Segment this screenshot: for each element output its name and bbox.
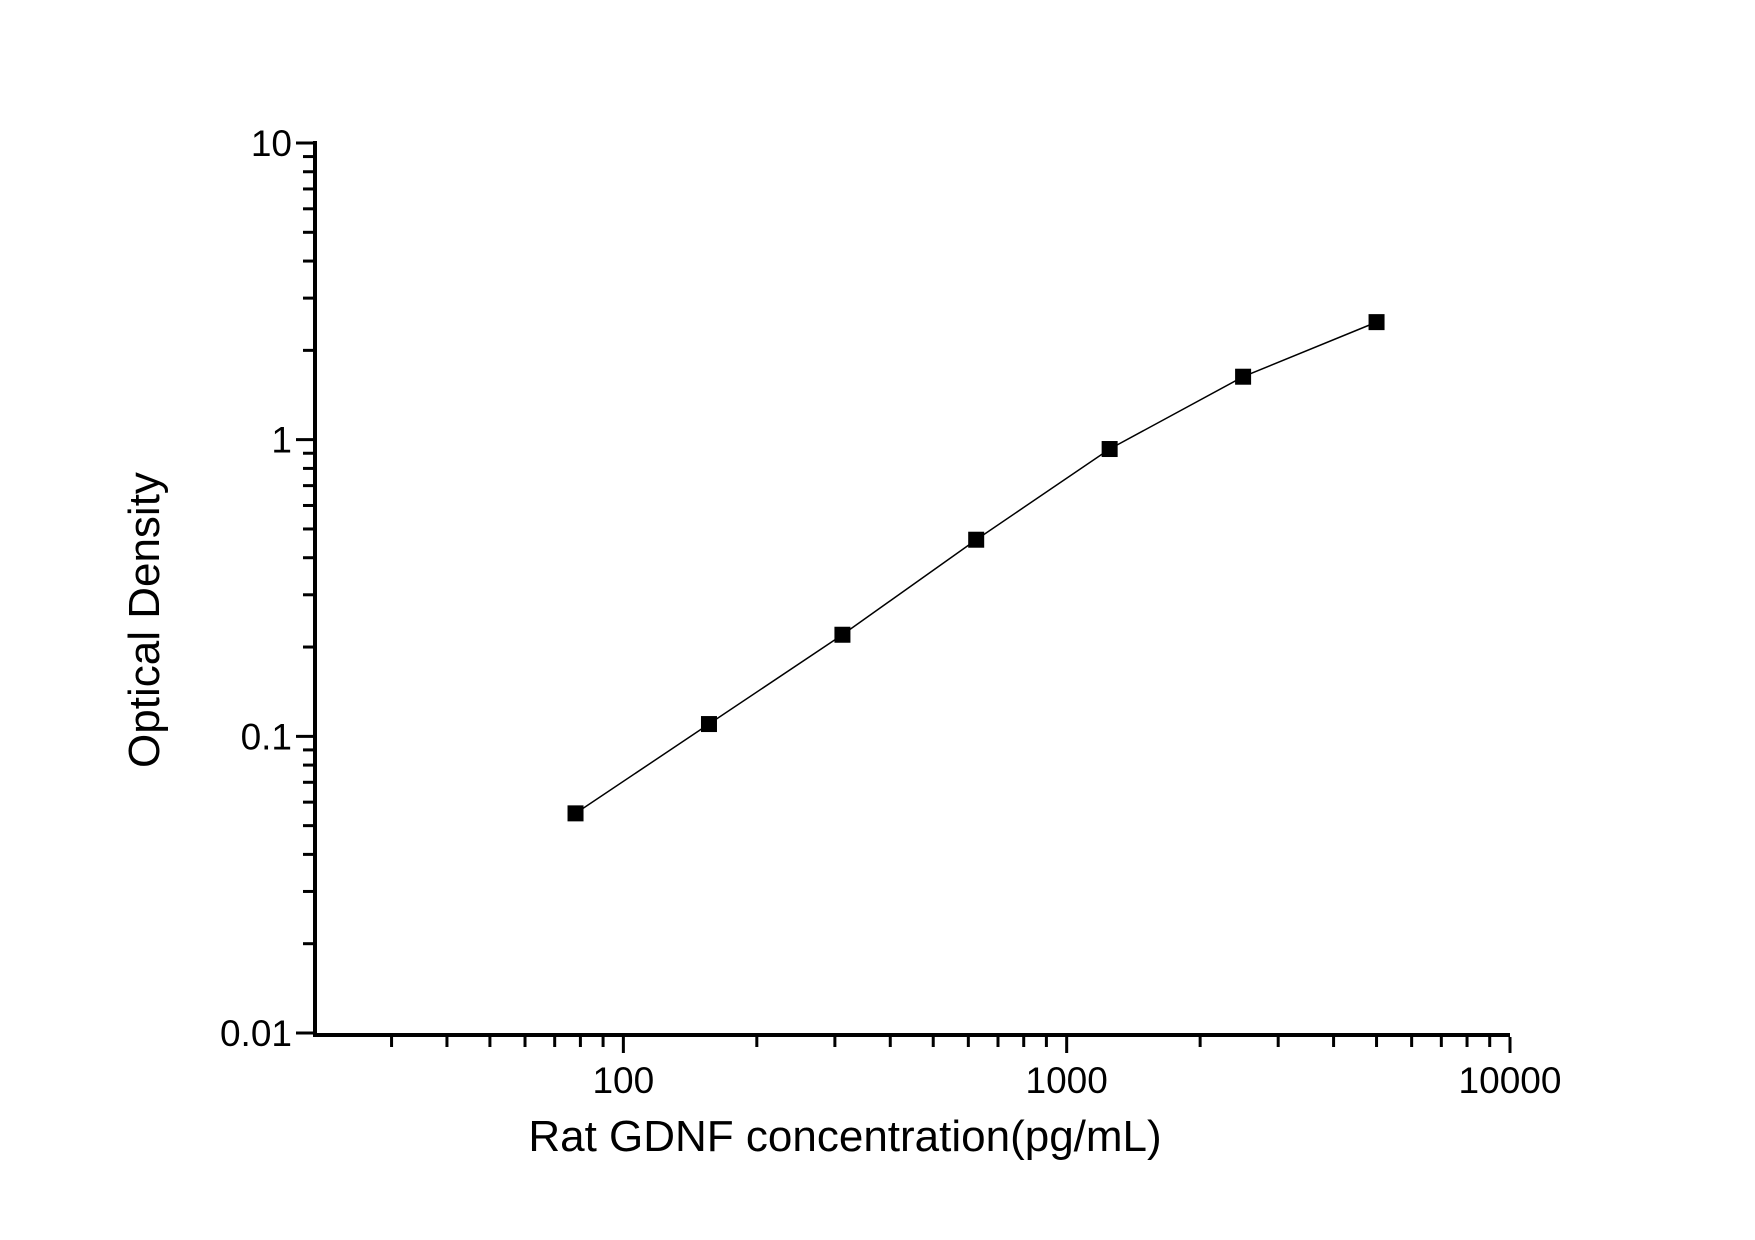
x-tick-label: 1000	[1026, 1060, 1108, 1101]
tick-marks	[296, 141, 1512, 1053]
data-series	[567, 314, 1385, 822]
y-axis-title: Optical Density	[120, 472, 169, 768]
data-point-marker	[834, 626, 851, 643]
data-point-marker	[968, 531, 985, 548]
data-point-marker	[1368, 314, 1385, 331]
x-tick-label: 10000	[1459, 1060, 1562, 1101]
x-tick-label: 100	[592, 1060, 654, 1101]
y-tick-label: 0.1	[241, 716, 292, 757]
y-tick-label: 0.01	[220, 1013, 292, 1054]
x-axis-title: Rat GDNF concentration(pg/mL)	[528, 1112, 1162, 1161]
data-point-marker	[1235, 368, 1252, 385]
data-point-marker	[567, 805, 584, 822]
y-tick-label: 10	[251, 123, 292, 164]
series-line	[575, 321, 1377, 814]
tick-labels: 100 1000 10000 10 1 0.1 0.01	[220, 123, 1561, 1101]
data-point-marker	[1101, 441, 1118, 458]
data-point-marker	[700, 716, 717, 733]
axes	[313, 141, 1510, 1037]
y-tick-label: 1	[271, 420, 292, 461]
